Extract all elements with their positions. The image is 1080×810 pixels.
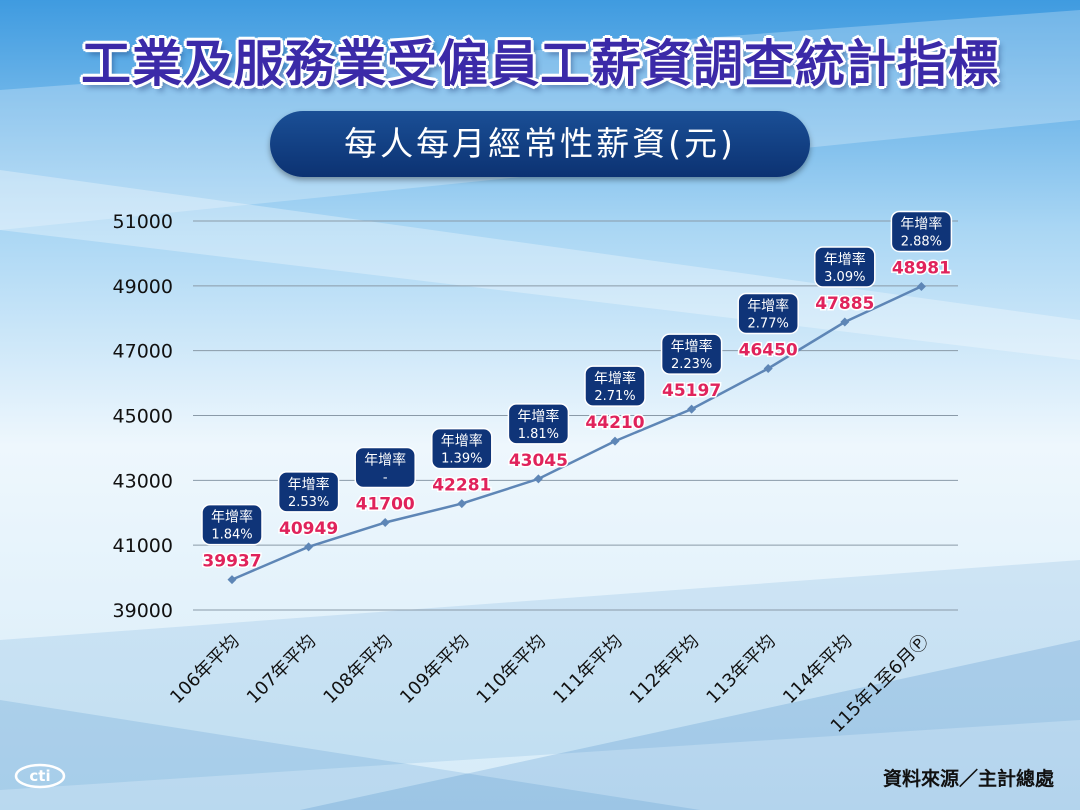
badge-box [814,246,876,288]
growth-label: 年增率 [288,476,330,493]
growth-badge: 年增率 1.81% [507,403,570,445]
growth-label: 年增率 [824,251,866,268]
growth-badge: 年增率 2.88% [890,210,953,253]
badge-box [431,427,493,470]
growth-rate: 1.81% [518,427,559,442]
data-point [763,363,773,373]
growth-badge: 年增率 1.39% [431,427,493,470]
data-point [610,436,620,446]
value-label: 39937 [202,552,261,572]
value-label: 41700 [356,494,415,514]
growth-rate: - [383,470,388,485]
x-tick-label: 106年平均 [166,631,243,708]
growth-rate: 2.53% [288,495,329,510]
data-point [687,404,697,414]
growth-badge: 年增率 3.09% [814,246,876,288]
growth-label: 年增率 [211,509,253,526]
growth-rate: 2.77% [748,316,789,331]
growth-rate: 2.88% [901,234,942,249]
data-point [457,499,467,509]
y-tick-label: 49000 [113,276,173,298]
badge-box [737,292,799,335]
y-tick-label: 51000 [113,211,173,233]
growth-label: 年增率 [517,408,559,425]
value-labels: 39937 40949 41700 42281 43045 44210 45197 46450… [201,257,953,573]
growth-badge: 年增率 2.23% [660,333,723,375]
data-point [533,474,543,484]
data-point [227,575,237,585]
growth-badge: 年增率 2.71% [584,365,646,407]
x-tick-label: 110年平均 [473,631,550,708]
y-tick-label: 47000 [113,341,173,363]
growth-rate: 1.39% [441,452,482,467]
x-tick-label: 113年平均 [702,631,779,708]
source-note: 資料來源／主計總處 [882,768,1054,790]
growth-rate: 2.23% [671,357,712,372]
data-points [227,281,926,585]
series-line [231,285,922,581]
growth-rate: 1.84% [211,528,252,543]
growth-badges: 年增率 1.84% 年增率 2.53% 年增率 - 年增率 1.39% 年增率 1.81% 年增率 2… [201,210,953,546]
subtitle-pill [270,111,810,177]
value-label: 46450 [739,340,798,360]
main-title: 工業及服務業受僱員工薪資調查統計指標 [81,35,999,93]
growth-label: 年增率 [364,451,406,468]
growth-label: 年增率 [671,338,713,355]
y-tick-label: 39000 [113,600,173,622]
badge-box [584,365,646,407]
value-label: 48981 [892,258,951,278]
data-point [380,517,390,527]
badge-box [277,471,340,513]
growth-label: 年增率 [441,433,483,450]
y-tick-label: 43000 [113,470,173,492]
value-label: 40949 [279,519,338,539]
x-tick-label: 107年平均 [243,631,320,708]
growth-label: 年增率 [747,297,789,314]
growth-rate: 3.09% [824,270,865,285]
x-tick-label: 114年平均 [779,631,856,708]
badge-box [660,333,723,375]
growth-rate: 2.71% [594,389,635,404]
x-tick-label: 109年平均 [396,631,473,708]
badge-box [354,446,416,489]
y-tick-label: 41000 [113,535,173,557]
value-label: 44210 [585,413,644,433]
logo-text: cti [29,767,50,785]
x-tick-label: 108年平均 [319,631,396,708]
y-tick-label: 45000 [113,406,173,428]
badge-box [201,503,263,546]
value-label: 43045 [509,451,568,471]
growth-label: 年增率 [900,215,942,232]
growth-badge: 年增率 2.53% [277,471,340,513]
x-tick-label: 112年平均 [626,631,703,708]
badge-box [890,210,953,253]
growth-label: 年增率 [594,370,636,387]
chart-subtitle: 每人每月經常性薪資(元) [344,124,736,163]
growth-badge: 年增率 - [354,446,416,489]
data-point [916,281,926,291]
x-axis-ticks: 106年平均 107年平均 108年平均 109年平均 110年平均 111年平均 112年… [166,631,933,737]
value-label: 45197 [662,381,721,401]
growth-badge: 年增率 2.77% [737,292,799,335]
x-tick-label: 111年平均 [549,631,626,708]
cti-logo: cti [14,763,66,789]
badge-box [507,403,570,445]
y-axis-ticks: 39000 41000 43000 45000 47000 49000 51000 [113,211,173,622]
data-point [840,317,850,327]
value-label: 42281 [432,476,491,496]
growth-badge: 年增率 1.84% [201,503,263,546]
data-point [304,542,314,552]
value-label: 47885 [815,294,874,314]
